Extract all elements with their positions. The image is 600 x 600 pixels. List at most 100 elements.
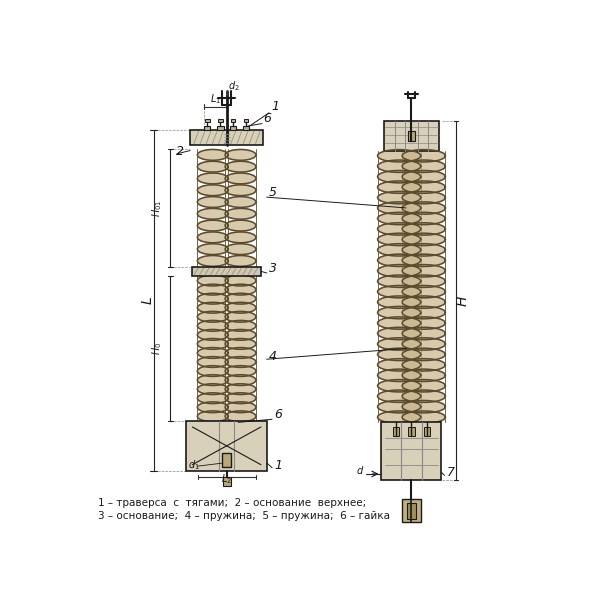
Polygon shape xyxy=(377,338,421,350)
Polygon shape xyxy=(197,284,228,295)
Polygon shape xyxy=(225,256,256,266)
Polygon shape xyxy=(402,317,445,329)
Polygon shape xyxy=(225,365,256,376)
Polygon shape xyxy=(377,369,421,382)
Polygon shape xyxy=(197,375,228,385)
Polygon shape xyxy=(225,384,256,395)
Polygon shape xyxy=(402,223,445,235)
Polygon shape xyxy=(197,173,228,184)
Polygon shape xyxy=(197,161,228,172)
Polygon shape xyxy=(402,328,445,340)
Bar xyxy=(190,130,263,145)
Polygon shape xyxy=(197,220,228,231)
Polygon shape xyxy=(197,149,228,160)
Text: 7: 7 xyxy=(447,466,455,479)
Polygon shape xyxy=(225,393,256,404)
Bar xyxy=(382,422,442,480)
Polygon shape xyxy=(197,338,228,349)
Polygon shape xyxy=(197,384,228,395)
Text: 6: 6 xyxy=(274,409,283,421)
Polygon shape xyxy=(225,338,256,349)
Polygon shape xyxy=(377,223,421,235)
Polygon shape xyxy=(402,202,445,214)
Polygon shape xyxy=(197,320,228,331)
Polygon shape xyxy=(402,411,445,423)
Polygon shape xyxy=(402,181,445,193)
Polygon shape xyxy=(377,265,421,277)
Text: H: H xyxy=(456,296,470,306)
Polygon shape xyxy=(377,202,421,214)
Text: 1: 1 xyxy=(274,458,283,472)
Polygon shape xyxy=(402,401,445,413)
Polygon shape xyxy=(197,329,228,340)
Polygon shape xyxy=(225,173,256,184)
Polygon shape xyxy=(225,329,256,340)
Polygon shape xyxy=(377,191,421,204)
Bar xyxy=(223,477,230,486)
Polygon shape xyxy=(197,185,228,196)
Polygon shape xyxy=(377,328,421,340)
Polygon shape xyxy=(225,208,256,219)
Polygon shape xyxy=(402,338,445,350)
Polygon shape xyxy=(377,390,421,403)
Polygon shape xyxy=(225,402,256,413)
Polygon shape xyxy=(197,208,228,219)
Bar xyxy=(192,267,262,276)
Text: $d$: $d$ xyxy=(356,464,364,476)
Polygon shape xyxy=(377,401,421,413)
Polygon shape xyxy=(377,411,421,423)
Bar xyxy=(424,427,430,436)
Polygon shape xyxy=(402,160,445,172)
Polygon shape xyxy=(402,307,445,319)
Polygon shape xyxy=(225,185,256,196)
Polygon shape xyxy=(377,170,421,183)
Polygon shape xyxy=(197,365,228,376)
Text: $d_1$: $d_1$ xyxy=(188,458,200,472)
Text: $L_2$: $L_2$ xyxy=(221,472,232,486)
Bar xyxy=(186,421,267,471)
Polygon shape xyxy=(225,411,256,422)
Bar xyxy=(244,119,248,122)
Text: 6: 6 xyxy=(263,112,272,125)
Polygon shape xyxy=(377,181,421,193)
Bar xyxy=(230,119,235,122)
Polygon shape xyxy=(197,393,228,404)
Bar xyxy=(218,119,223,122)
Text: $H_0$: $H_0$ xyxy=(150,342,164,355)
Polygon shape xyxy=(402,348,445,361)
Polygon shape xyxy=(377,359,421,371)
Polygon shape xyxy=(225,284,256,295)
Bar xyxy=(243,126,249,130)
Polygon shape xyxy=(225,311,256,322)
Bar xyxy=(393,427,399,436)
Polygon shape xyxy=(402,254,445,266)
Polygon shape xyxy=(377,160,421,172)
Polygon shape xyxy=(197,402,228,413)
Polygon shape xyxy=(225,197,256,208)
Polygon shape xyxy=(225,302,256,313)
Polygon shape xyxy=(225,149,256,160)
Polygon shape xyxy=(197,293,228,304)
Polygon shape xyxy=(197,275,228,286)
Polygon shape xyxy=(197,256,228,266)
Polygon shape xyxy=(377,212,421,224)
Bar xyxy=(407,131,415,141)
Bar xyxy=(205,119,210,122)
Polygon shape xyxy=(402,296,445,308)
Text: $H_{01}$: $H_{01}$ xyxy=(150,199,164,217)
Polygon shape xyxy=(402,233,445,245)
Polygon shape xyxy=(402,212,445,224)
Text: 5: 5 xyxy=(269,187,277,199)
Polygon shape xyxy=(402,380,445,392)
Bar xyxy=(217,126,224,130)
Polygon shape xyxy=(225,275,256,286)
Polygon shape xyxy=(197,347,228,358)
Polygon shape xyxy=(225,320,256,331)
Bar xyxy=(384,121,439,151)
Bar xyxy=(409,427,415,436)
Polygon shape xyxy=(377,244,421,256)
Bar xyxy=(222,453,231,467)
Bar xyxy=(407,503,416,518)
Text: $d_2$: $d_2$ xyxy=(228,79,240,93)
Text: $L_1$: $L_1$ xyxy=(209,92,221,106)
